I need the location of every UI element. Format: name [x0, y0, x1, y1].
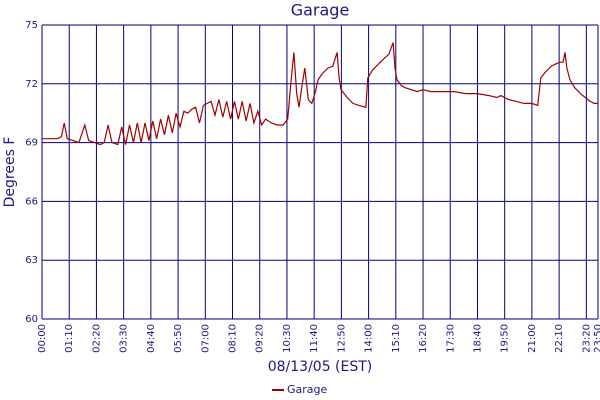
- x-tick-label: 21:00: [527, 324, 538, 353]
- y-tick-label: 72: [25, 79, 38, 90]
- x-tick-label: 23:20: [581, 324, 592, 353]
- x-axis-title: 08/13/05 (EST): [268, 359, 373, 375]
- legend-label: Garage: [287, 383, 328, 396]
- chart-title: Garage: [291, 1, 350, 20]
- x-tick-label: 11:40: [309, 324, 320, 353]
- x-tick-label: 15:10: [391, 324, 402, 353]
- x-tick-label: 04:40: [146, 324, 157, 353]
- x-tick-label: 17:30: [445, 324, 456, 353]
- x-tick-label: 16:20: [418, 324, 429, 353]
- y-axis-title: Degrees F: [2, 137, 18, 208]
- x-tick-label: 19:50: [500, 324, 511, 353]
- y-tick-label: 75: [25, 20, 38, 31]
- x-tick-label: 14:00: [364, 324, 375, 353]
- x-tick-label: 22:10: [554, 324, 565, 353]
- x-tick-label: 10:30: [282, 324, 293, 353]
- x-tick-label: 23:50: [593, 324, 600, 353]
- y-tick-label: 60: [25, 314, 38, 325]
- x-tick-label: 09:20: [255, 324, 266, 353]
- x-tick-label: 00:00: [37, 324, 48, 353]
- y-tick-label: 63: [25, 255, 38, 266]
- line: [42, 42, 598, 146]
- x-tick-label: 12:50: [336, 324, 347, 353]
- y-tick-label: 66: [25, 196, 38, 207]
- x-tick-label: 01:10: [64, 324, 75, 353]
- x-tick-label: 07:00: [200, 324, 211, 353]
- x-tick-label: 03:30: [119, 324, 130, 353]
- y-tick-label: 69: [25, 138, 38, 149]
- x-tick-label: 18:40: [472, 324, 483, 353]
- x-tick-label: 05:50: [173, 324, 184, 353]
- x-tick-label: 02:20: [91, 324, 102, 353]
- x-tick-label: 08:10: [228, 324, 239, 353]
